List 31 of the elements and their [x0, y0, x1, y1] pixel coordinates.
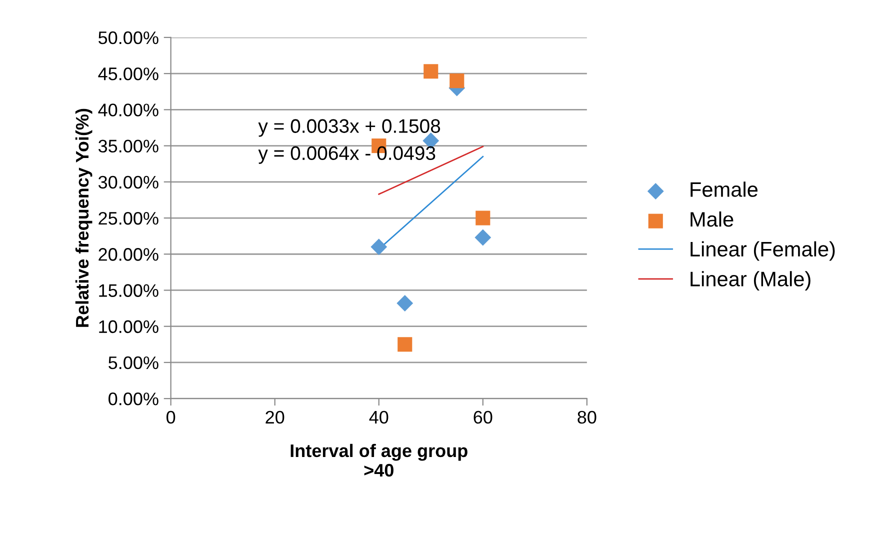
- y-tick-label: 35.00%: [98, 140, 158, 153]
- y-axis-title: Relative frequency Yoi(%): [75, 108, 92, 327]
- y-tick-label: 30.00%: [98, 176, 158, 189]
- y-tick-label: 5.00%: [108, 356, 158, 370]
- x-tick-label: 0: [166, 410, 176, 424]
- x-axis-title: Interval of age group >40: [290, 444, 468, 477]
- point: [474, 229, 492, 246]
- annotation: y = 0.0033x + 0.1508: [258, 119, 440, 137]
- annotation: y = 0.0064x - 0.0493: [258, 146, 436, 164]
- point: [424, 64, 438, 79]
- point: [450, 74, 464, 88]
- point: [398, 337, 412, 352]
- y-tick-label: 50.00%: [98, 31, 158, 44]
- y-tick-label: 40.00%: [98, 104, 158, 116]
- legend-label: Female: [690, 182, 758, 197]
- point: [370, 238, 388, 256]
- x-tick-label: 20: [266, 410, 284, 424]
- x-tick-label: 80: [578, 410, 596, 424]
- point: [476, 210, 490, 226]
- y-tick-label: 0.00%: [108, 392, 158, 406]
- x-tick-label: 60: [474, 410, 492, 424]
- legend-label: Linear (Male): [690, 271, 810, 291]
- y-tick-label: 10.00%: [99, 320, 158, 334]
- point: [396, 295, 414, 312]
- legend-label: Linear (Female): [690, 241, 835, 261]
- y-tick-label: 25.00%: [98, 212, 158, 225]
- legend-label: Male: [690, 211, 734, 227]
- x-tick-label: 40: [369, 410, 388, 424]
- y-tick-label: 20.00%: [98, 248, 158, 261]
- y-tick-label: 15.00%: [99, 284, 158, 297]
- y-tick-label: 45.00%: [98, 67, 158, 80]
